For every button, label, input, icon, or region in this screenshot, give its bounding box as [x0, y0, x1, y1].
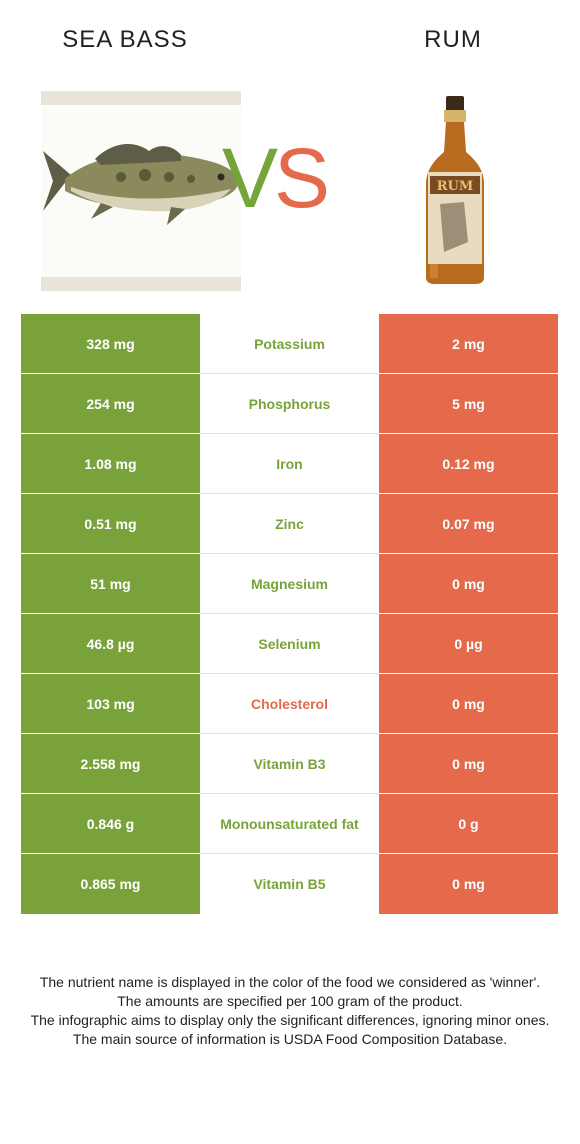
rum-value: 0 mg [379, 554, 558, 614]
comparison-table: 328 mg Potassium 2 mg 254 mg Phosphorus 5 mg 1… [21, 314, 558, 914]
footnote: The nutrient name is displayed in the co… [10, 973, 570, 1049]
footnote-line-1: The nutrient name is displayed in the co… [39, 974, 541, 990]
nutrient-name: Zinc [200, 494, 379, 554]
bottle-icon: RUM [426, 96, 484, 284]
rum-value: 5 mg [379, 374, 558, 434]
nutrient-name: Phosphorus [200, 374, 379, 434]
sea-bass-value: 1.08 mg [21, 434, 200, 494]
footnote-line-2: The amounts are specified per 100 gram o… [117, 993, 463, 1009]
footnote-line-4: The main source of information is USDA F… [72, 1031, 508, 1047]
sea-bass-value: 0.865 mg [21, 854, 200, 914]
rum-value: 0 mg [379, 674, 558, 734]
rum-value: 2 mg [379, 314, 558, 374]
nutrient-name: Potassium [200, 314, 379, 374]
sea-bass-value: 254 mg [21, 374, 200, 434]
nutrient-name: Magnesium [200, 554, 379, 614]
sea-bass-value: 46.8 µg [21, 614, 200, 674]
table-row: 103 mg Cholesterol 0 mg [21, 674, 558, 734]
nutrient-name: Selenium [200, 614, 379, 674]
table-row: 1.08 mg Iron 0.12 mg [21, 434, 558, 494]
nutrient-name: Cholesterol [200, 674, 379, 734]
nutrient-name: Iron [200, 434, 379, 494]
table-row: 2.558 mg Vitamin B3 0 mg [21, 734, 558, 794]
sea-bass-value: 328 mg [21, 314, 200, 374]
sea-bass-value: 2.558 mg [21, 734, 200, 794]
table-row: 254 mg Phosphorus 5 mg [21, 374, 558, 434]
sea-bass-value: 0.846 g [21, 794, 200, 854]
nutrient-name: Vitamin B5 [200, 854, 379, 914]
table-row: 0.51 mg Zinc 0.07 mg [21, 494, 558, 554]
table-row: 0.865 mg Vitamin B5 0 mg [21, 854, 558, 914]
nutrient-name: Monounsaturated fat [200, 794, 379, 854]
svg-text:RUM: RUM [437, 179, 474, 194]
vs-v-letter: V [222, 131, 278, 225]
rum-value: 0 µg [379, 614, 558, 674]
sea-bass-title: SEA BASS [62, 26, 188, 53]
nutrient-name: Vitamin B3 [200, 734, 379, 794]
table-row: 51 mg Magnesium 0 mg [21, 554, 558, 614]
sea-bass-value: 103 mg [21, 674, 200, 734]
rum-title: RUM [424, 26, 482, 53]
rum-value: 0 g [379, 794, 558, 854]
rum-value: 0.07 mg [379, 494, 558, 554]
table-row: 328 mg Potassium 2 mg [21, 314, 558, 374]
table-row: 0.846 g Monounsaturated fat 0 g [21, 794, 558, 854]
fish-icon [41, 91, 241, 291]
rum-value: 0 mg [379, 734, 558, 794]
sea-bass-value: 51 mg [21, 554, 200, 614]
rum-value: 0.12 mg [379, 434, 558, 494]
sea-bass-value: 0.51 mg [21, 494, 200, 554]
vs-s-letter: S [274, 131, 330, 225]
rum-image: RUM [408, 92, 504, 288]
vs-label: VS [222, 136, 330, 220]
table-row: 46.8 µg Selenium 0 µg [21, 614, 558, 674]
sea-bass-image [41, 91, 241, 291]
footnote-line-3: The infographic aims to display only the… [30, 1012, 550, 1028]
rum-value: 0 mg [379, 854, 558, 914]
